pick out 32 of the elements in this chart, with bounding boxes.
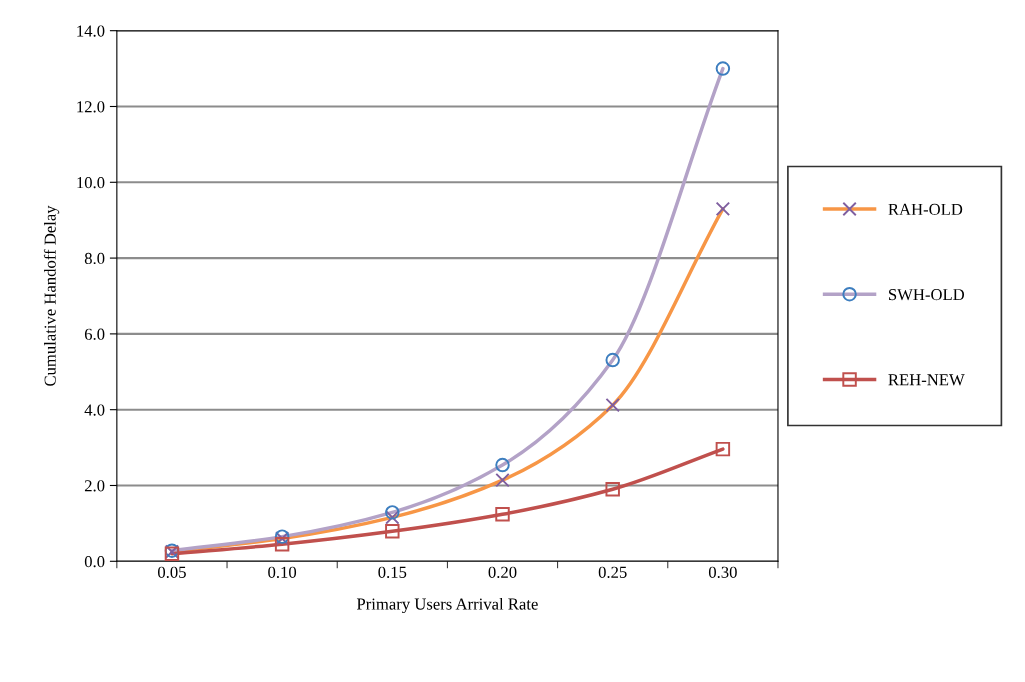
point bbox=[495, 457, 510, 473]
y-tick-label: 14.0 bbox=[77, 25, 105, 37]
legend-label: REH-NEW bbox=[888, 374, 965, 386]
y-tick-label: 4.0 bbox=[84, 404, 105, 416]
x-tick-label: 0.15 bbox=[378, 566, 407, 578]
point bbox=[605, 397, 620, 413]
legend-label: RAH-OLD bbox=[888, 203, 963, 215]
point bbox=[385, 524, 400, 539]
y-axis-title: Cumulative Handoff Delay bbox=[43, 205, 60, 386]
point bbox=[605, 352, 620, 368]
legend-label: SWH-OLD bbox=[889, 289, 965, 301]
y-tick-label: 8.0 bbox=[84, 252, 105, 265]
point bbox=[495, 472, 510, 488]
point bbox=[385, 505, 400, 520]
x-tick-label: 0.05 bbox=[158, 566, 186, 578]
point bbox=[715, 61, 731, 76]
point bbox=[715, 441, 731, 457]
point bbox=[605, 482, 620, 497]
point bbox=[385, 510, 400, 525]
x-tick-label: 0.10 bbox=[268, 566, 297, 578]
point bbox=[715, 201, 731, 217]
x-axis-title: Primary Users Arrival Rate bbox=[356, 597, 538, 614]
x-tick-label: 0.20 bbox=[488, 566, 517, 578]
y-tick-label: 0.0 bbox=[84, 555, 105, 568]
point bbox=[495, 507, 510, 522]
y-tick-label: 12.0 bbox=[77, 101, 105, 113]
y-tick-label: 2.0 bbox=[84, 480, 105, 492]
y-tick-label: 10.0 bbox=[77, 176, 105, 189]
x-tick-label: 0.25 bbox=[598, 566, 627, 578]
point bbox=[274, 537, 290, 552]
y-tick-label: 6.0 bbox=[84, 328, 105, 340]
x-tick-label: 0.30 bbox=[708, 566, 737, 578]
